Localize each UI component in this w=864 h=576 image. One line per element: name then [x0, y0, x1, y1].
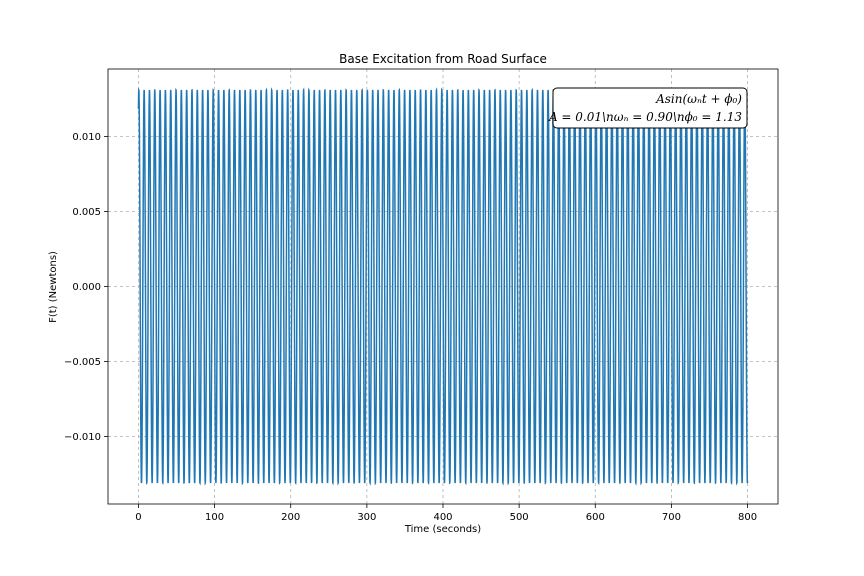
x-axis: 0 100 200 300 400 500 600 700 800	[135, 504, 757, 523]
x-tick-label: 800	[738, 512, 757, 523]
y-tick-label: 0.005	[72, 207, 101, 218]
annotation-line-2: A = 0.01\nωₙ = 0.90\nϕ₀ = 1.13	[548, 110, 742, 124]
x-tick-label: 500	[510, 512, 529, 523]
y-tick-label: 0.000	[72, 282, 101, 293]
x-tick-label: 100	[205, 512, 224, 523]
x-tick-label: 0	[135, 512, 141, 523]
x-tick-label: 200	[281, 512, 300, 523]
x-tick-label: 300	[357, 512, 376, 523]
y-axis-label: F(t) (Newtons)	[48, 251, 59, 323]
x-axis-label: Time (seconds)	[404, 524, 481, 535]
x-tick-label: 400	[433, 512, 452, 523]
y-tick-label: −0.010	[64, 432, 101, 443]
y-tick-label: −0.005	[64, 357, 101, 368]
series-line	[137, 87, 749, 486]
annotation-box: Asin(ωₙt + ϕ₀) A = 0.01\nωₙ = 0.90\nϕ₀ =…	[548, 87, 748, 129]
annotation-line-1: Asin(ωₙt + ϕ₀)	[655, 92, 742, 106]
y-axis: −0.010 −0.005 0.000 0.005 0.010	[64, 132, 108, 443]
plot-area	[137, 87, 749, 486]
y-tick-label: 0.010	[72, 132, 101, 143]
x-tick-label: 700	[662, 512, 681, 523]
chart-title: Base Excitation from Road Surface	[339, 52, 547, 66]
x-tick-label: 600	[586, 512, 605, 523]
